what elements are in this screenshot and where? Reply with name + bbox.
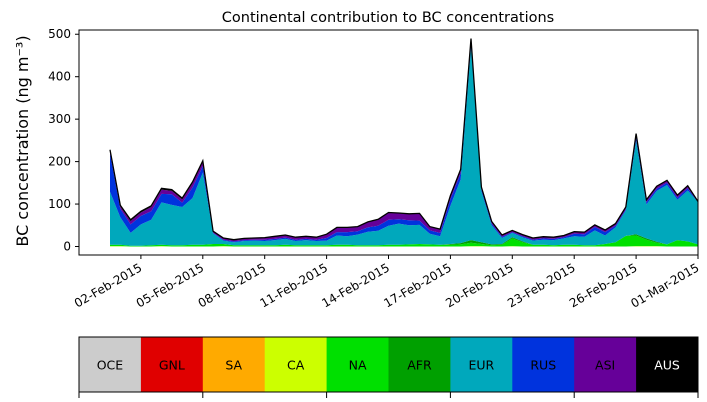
legend-swatch-ca: [264, 337, 328, 392]
legend-swatch-rus: [512, 337, 575, 392]
x-tick-label: 08-Feb-2015: [196, 260, 269, 310]
y-tick-label: 300: [48, 112, 71, 126]
y-tick-label: 100: [48, 197, 71, 211]
legend-frame: [78, 336, 699, 393]
legend-swatch-sa: [202, 337, 266, 392]
x-tick-label: 01-Mar-2015: [628, 260, 701, 310]
legend-label-aus: AUS: [654, 358, 680, 373]
x-tick-label: 11-Feb-2015: [258, 260, 331, 310]
legend-label-rus: RUS: [530, 358, 556, 373]
area-na: [110, 235, 698, 247]
y-tick-label: 0: [63, 240, 71, 254]
axes: 0 100 200 300 400 500 02-Feb-201505-Feb-201508…: [48, 27, 701, 311]
legend-label-ca: CA: [287, 358, 305, 373]
x-tick-label: 26-Feb-2015: [567, 260, 640, 310]
chart-title: Continental contribution to BC concentra…: [222, 10, 554, 26]
legend-swatch-asi: [574, 337, 637, 392]
x-tick-label: 23-Feb-2015: [505, 260, 578, 310]
legend-label-afr: AFR: [407, 358, 432, 373]
x-tick-label: 17-Feb-2015: [381, 260, 454, 310]
y-tick-label: 500: [48, 27, 71, 41]
legend-swatch-afr: [388, 337, 451, 392]
x-tick-label: 20-Feb-2015: [443, 260, 516, 310]
y-tick-label: 400: [48, 70, 71, 84]
y-tick-label: 200: [48, 155, 71, 169]
legend-swatch-gnl: [140, 337, 204, 392]
legend-swatch-na: [326, 337, 389, 392]
area-eur: [110, 47, 698, 246]
legend: OCE GNL SA CA NA AFR EUR RUS ASI AUS: [78, 336, 699, 398]
legend-label-oce: OCE: [97, 358, 124, 373]
legend-swatch-aus: [636, 337, 699, 392]
x-tick-label: 02-Feb-2015: [72, 260, 145, 310]
legend-label-asi: ASI: [595, 358, 615, 373]
y-axis-label: BC concentration (ng m⁻³): [13, 35, 32, 246]
x-tick-label: 14-Feb-2015: [319, 260, 392, 310]
legend-label-sa: SA: [225, 358, 242, 373]
x-tick-label: 05-Feb-2015: [134, 260, 207, 310]
plot-area: [109, 38, 699, 247]
legend-label-gnl: GNL: [159, 358, 185, 373]
legend-swatch-eur: [450, 337, 513, 392]
legend-label-na: NA: [349, 358, 367, 373]
total-line: [109, 38, 699, 241]
legend-swatch-oce: [79, 337, 142, 392]
legend-label-eur: EUR: [468, 358, 494, 373]
